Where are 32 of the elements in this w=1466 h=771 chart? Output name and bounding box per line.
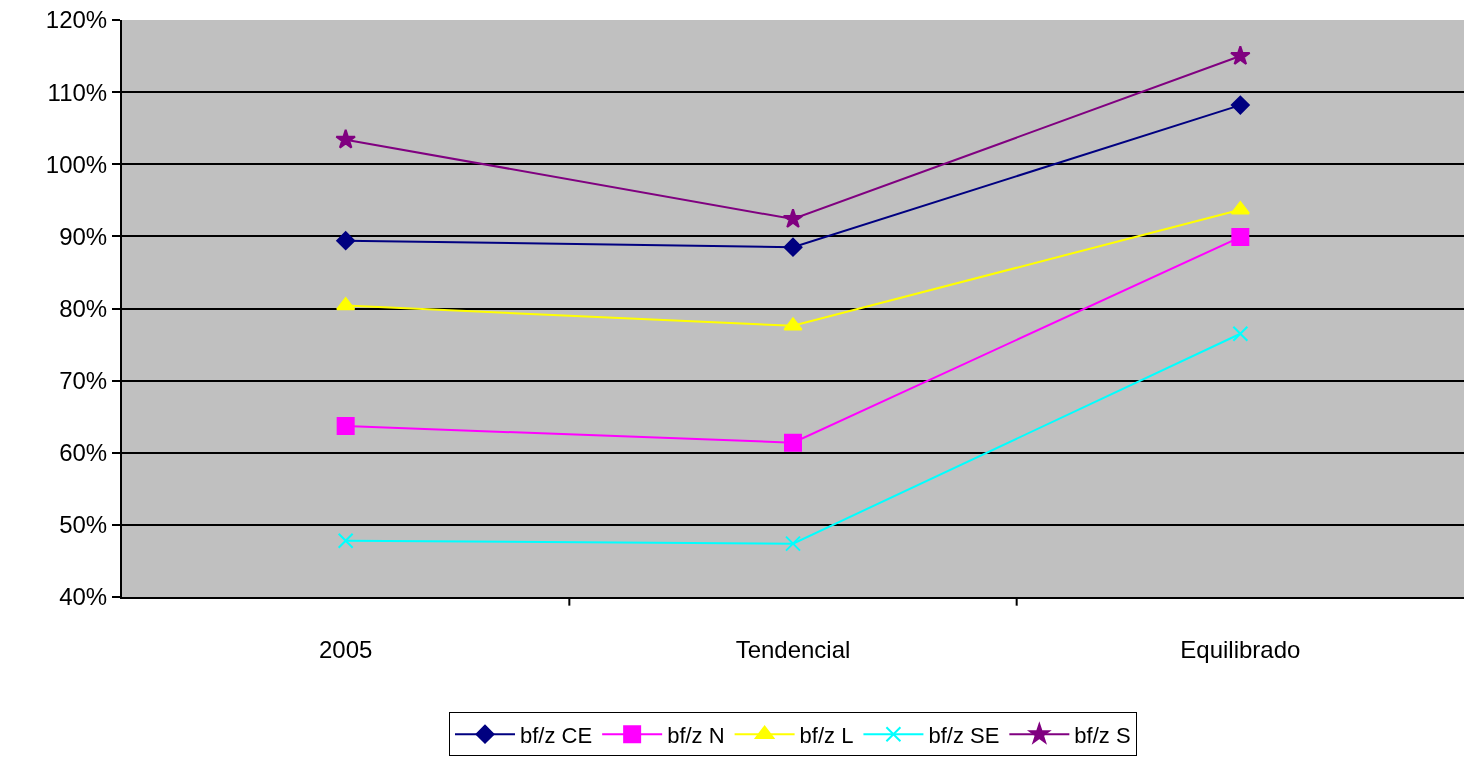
point — [783, 317, 803, 331]
x-tick-label: 2005 — [318, 635, 373, 663]
y-tick-label: 120% — [45, 6, 108, 34]
y-tick-label: 50% — [59, 511, 108, 539]
point — [1230, 95, 1250, 115]
point — [785, 535, 801, 552]
legend-label: bf/z CE — [520, 722, 593, 748]
point — [783, 237, 803, 257]
point — [336, 417, 355, 436]
legend-label: bf/z S — [1074, 722, 1131, 748]
x-tick-label: Equilibrado — [1180, 635, 1301, 663]
y-tick-label: 110% — [47, 78, 108, 106]
y-tick-label: 70% — [59, 367, 108, 395]
point — [336, 297, 356, 311]
point — [1230, 201, 1250, 215]
y-tick-label: 100% — [45, 150, 108, 178]
point — [335, 128, 356, 149]
point — [337, 532, 354, 549]
x-tick-label: Tendencial — [735, 635, 851, 663]
y-tick-label: 40% — [59, 583, 108, 611]
point — [336, 231, 356, 251]
legend-label: bf/z N — [667, 722, 725, 748]
point — [784, 433, 802, 452]
legend-label: bf/z SE — [928, 722, 1000, 748]
y-tick-label: 80% — [59, 294, 108, 322]
y-tick-label: 60% — [59, 439, 108, 467]
point — [1232, 325, 1249, 342]
y-tick-label: 90% — [59, 222, 108, 250]
point — [782, 208, 804, 228]
point — [1231, 228, 1250, 247]
legend-label: bf/z L — [799, 722, 854, 748]
point — [1230, 45, 1251, 65]
